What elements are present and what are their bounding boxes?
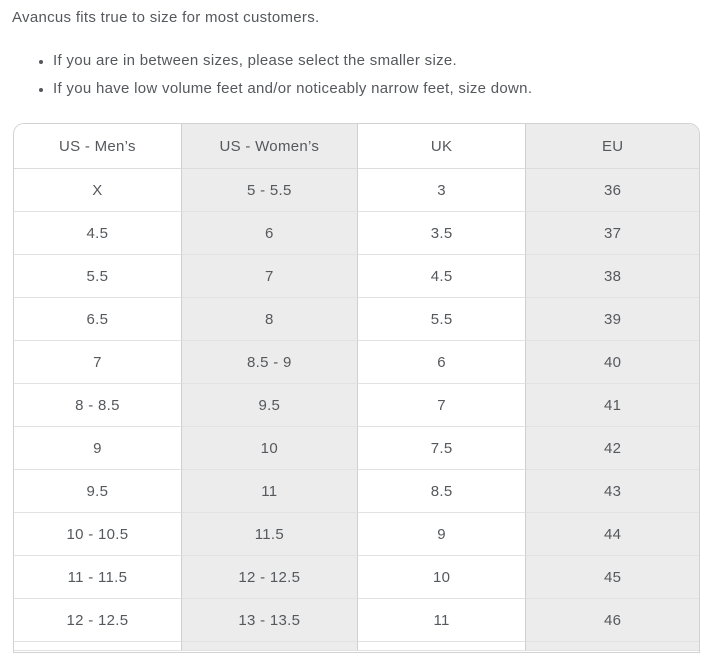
size-cell-eu: 41 [526, 384, 699, 427]
size-row: 12 - 12.5 13 - 13.5 11 46 [14, 599, 699, 642]
size-cell-uk: 3.5 [357, 212, 527, 255]
size-cell-uk: 10 [357, 556, 527, 599]
size-row-partial [14, 642, 699, 651]
size-cell-uk: 5.5 [357, 298, 527, 341]
size-cell-us-womens: 12 - 12.5 [181, 556, 358, 599]
size-cell-us-mens: 10 - 10.5 [14, 513, 182, 556]
size-cell-us-womens: 5 - 5.5 [181, 169, 358, 212]
size-cell-uk: 9 [357, 513, 527, 556]
column-header-uk: UK [357, 124, 527, 169]
size-cell-us-mens: 8 - 8.5 [14, 384, 182, 427]
size-cell-us-mens: 11 - 11.5 [14, 556, 182, 599]
size-cell-eu: 45 [526, 556, 699, 599]
fit-tip-narrow-feet: If you have low volume feet and/or notic… [53, 80, 701, 98]
size-cell-us-womens: 8 [181, 298, 358, 341]
size-cell-us-womens: 8.5 - 9 [181, 341, 358, 384]
size-cell-us-womens: 11 [181, 470, 358, 513]
size-cell-us-womens: 13 - 13.5 [181, 599, 358, 642]
size-cell-uk: 4.5 [357, 255, 527, 298]
size-cell-us-womens: 10 [181, 427, 358, 470]
size-row: 9 10 7.5 42 [14, 427, 699, 470]
size-cell-partial [526, 642, 699, 651]
size-cell-partial [14, 642, 182, 651]
fit-summary-text: Avancus fits true to size for most custo… [12, 9, 320, 26]
size-cell-partial [357, 642, 527, 651]
size-cell-eu: 37 [526, 212, 699, 255]
size-cell-eu: 46 [526, 599, 699, 642]
size-cell-eu: 40 [526, 341, 699, 384]
size-cell-uk: 7 [357, 384, 527, 427]
column-header-us-mens: US - Men’s [14, 124, 182, 169]
size-cell-us-womens: 7 [181, 255, 358, 298]
fit-tips-list: If you are in between sizes, please sele… [12, 52, 701, 98]
size-cell-uk: 11 [357, 599, 527, 642]
size-cell-us-mens: 4.5 [14, 212, 182, 255]
size-cell-uk: 7.5 [357, 427, 527, 470]
size-cell-uk: 8.5 [357, 470, 527, 513]
size-row: 9.5 11 8.5 43 [14, 470, 699, 513]
size-row: 7 8.5 - 9 6 40 [14, 341, 699, 384]
size-chart-header-row: US - Men’s US - Women’s UK EU [14, 124, 699, 169]
size-cell-us-womens: 6 [181, 212, 358, 255]
size-row: 8 - 8.5 9.5 7 41 [14, 384, 699, 427]
size-row: 5.5 7 4.5 38 [14, 255, 699, 298]
size-cell-uk: 3 [357, 169, 527, 212]
size-cell-eu: 43 [526, 470, 699, 513]
size-cell-partial [181, 642, 358, 651]
size-cell-us-mens: 9.5 [14, 470, 182, 513]
size-row: 11 - 11.5 12 - 12.5 10 45 [14, 556, 699, 599]
size-cell-us-mens: 12 - 12.5 [14, 599, 182, 642]
size-cell-us-womens: 11.5 [181, 513, 358, 556]
size-cell-us-mens: 6.5 [14, 298, 182, 341]
size-row: 10 - 10.5 11.5 9 44 [14, 513, 699, 556]
size-cell-uk: 6 [357, 341, 527, 384]
size-cell-us-womens: 9.5 [181, 384, 358, 427]
size-cell-eu: 44 [526, 513, 699, 556]
size-cell-us-mens: 9 [14, 427, 182, 470]
column-header-eu: EU [526, 124, 699, 169]
size-cell-us-mens: 5.5 [14, 255, 182, 298]
size-row: 6.5 8 5.5 39 [14, 298, 699, 341]
size-cell-eu: 39 [526, 298, 699, 341]
size-row: 4.5 6 3.5 37 [14, 212, 699, 255]
fit-tip-between-sizes: If you are in between sizes, please sele… [53, 52, 701, 70]
size-cell-us-mens: X [14, 169, 182, 212]
size-cell-us-mens: 7 [14, 341, 182, 384]
column-header-us-womens: US - Women’s [181, 124, 358, 169]
size-cell-eu: 38 [526, 255, 699, 298]
size-cell-eu: 36 [526, 169, 699, 212]
size-cell-eu: 42 [526, 427, 699, 470]
